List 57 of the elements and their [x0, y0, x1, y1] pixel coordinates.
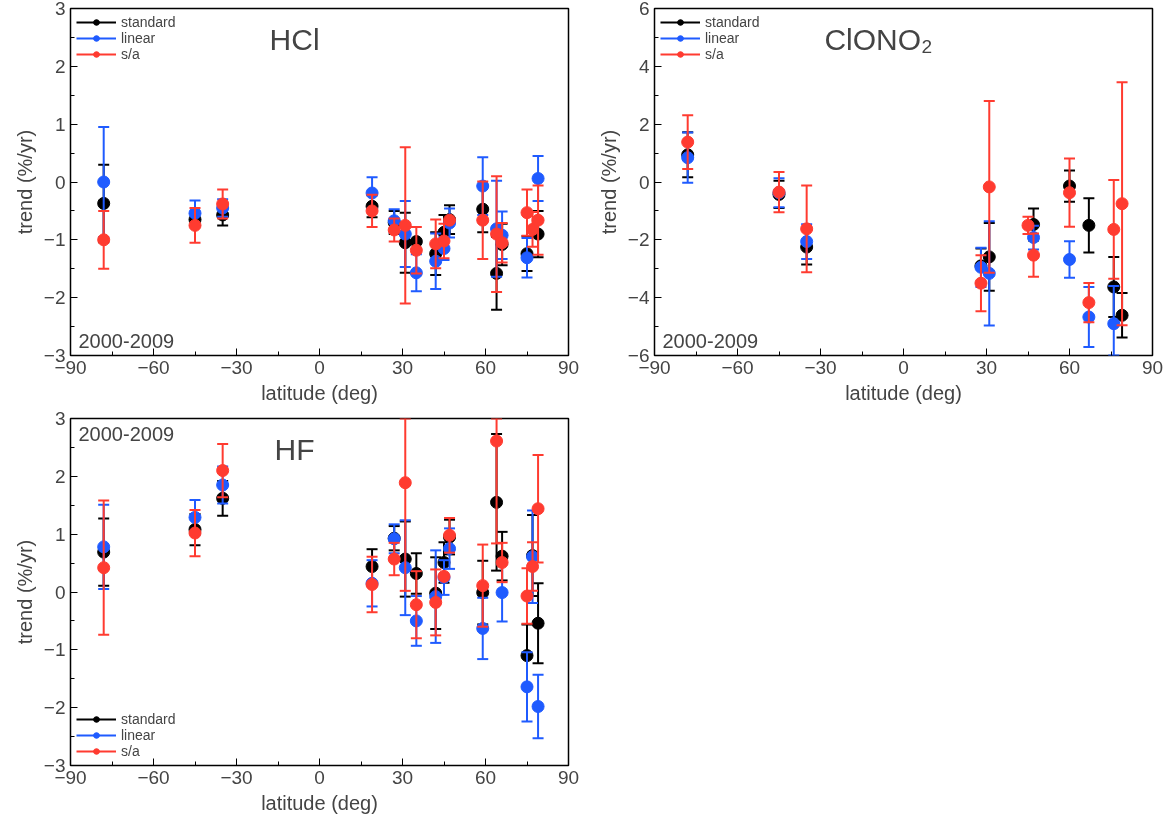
y-tick-label: 3	[54, 408, 66, 429]
y-tick-label: 2	[54, 465, 66, 487]
legend-label: linear	[121, 30, 156, 46]
y-tick-label: −2	[627, 229, 650, 251]
annotation: 2000-2009	[662, 329, 759, 352]
y-axis-title: trend (%/yr)	[13, 539, 36, 645]
x-tick-label: 30	[975, 356, 998, 378]
text: HF	[274, 432, 315, 466]
legend-label: s/a	[121, 46, 141, 62]
y-tick-label: 4	[638, 55, 650, 77]
x-tick-label: 90	[1141, 356, 1164, 378]
y-tick-label: 3	[54, 0, 66, 19]
legend-label: s/a	[121, 743, 141, 759]
x-tick-label: −60	[721, 356, 754, 378]
legend-label: standard	[705, 14, 760, 30]
x-tick-label: 60	[474, 766, 497, 788]
x-tick-label: −30	[220, 766, 253, 788]
y-tick-label: 0	[54, 171, 66, 193]
y-tick-label: 0	[638, 171, 650, 193]
y-tick-label: 0	[54, 581, 66, 603]
legend-label: s/a	[705, 46, 725, 62]
x-tick-label: 30	[391, 766, 414, 788]
legend-label: standard	[121, 711, 176, 727]
legend-label: linear	[121, 727, 156, 743]
x-axis-title: latitude (deg)	[845, 381, 962, 404]
x-tick-label: 0	[314, 356, 325, 378]
legend-label: linear	[705, 30, 740, 46]
x-tick-label: −30	[804, 356, 837, 378]
legend-label: standard	[121, 14, 176, 30]
y-tick-label: 1	[54, 113, 66, 135]
x-tick-label: 90	[557, 766, 580, 788]
y-tick-label: −2	[43, 697, 66, 719]
x-tick-label: 60	[1058, 356, 1081, 378]
x-tick-label: 0	[898, 356, 909, 378]
x-tick-label: 30	[391, 356, 414, 378]
y-axis-title: trend (%/yr)	[597, 129, 620, 235]
annotation: 2000-2009	[78, 422, 175, 445]
y-tick-label: 2	[638, 113, 650, 135]
x-axis-title: latitude (deg)	[261, 791, 378, 814]
y-tick-label: 1	[54, 523, 66, 545]
x-tick-label: 0	[314, 766, 325, 788]
text: ClONO₂	[824, 22, 933, 56]
x-tick-label: 90	[557, 356, 580, 378]
x-tick-label: −60	[137, 356, 170, 378]
y-tick-label: −1	[43, 639, 66, 661]
y-tick-label: 2	[54, 55, 66, 77]
y-tick-label: 6	[638, 0, 650, 19]
y-axis-title: trend (%/yr)	[13, 129, 36, 235]
x-tick-label: 60	[474, 356, 497, 378]
x-tick-label: −30	[220, 356, 253, 378]
x-tick-label: −60	[137, 766, 170, 788]
text: HCl	[269, 22, 320, 56]
x-axis-title: latitude (deg)	[261, 381, 378, 404]
y-tick-label: −4	[627, 287, 650, 309]
y-tick-label: −1	[43, 229, 66, 251]
annotation: 2000-2009	[78, 329, 175, 352]
y-tick-label: −2	[43, 287, 66, 309]
